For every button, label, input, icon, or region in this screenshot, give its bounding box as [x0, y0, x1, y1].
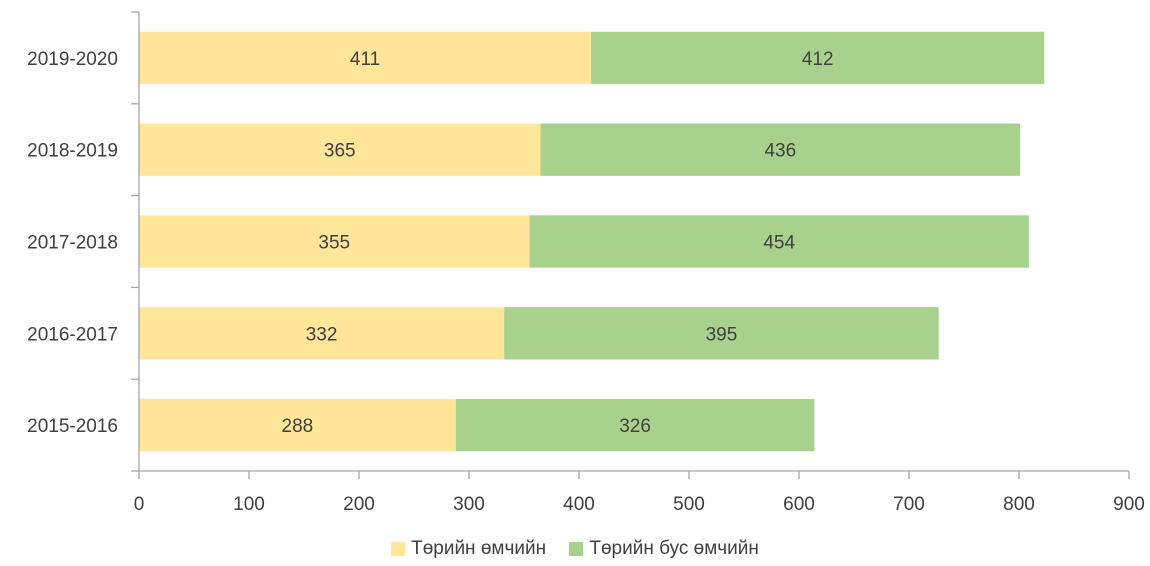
legend-swatch-private — [569, 542, 584, 556]
x-tick-label-800: 800 — [1003, 494, 1035, 515]
x-tick-label-100: 100 — [233, 494, 265, 515]
data-label-private-2017-2018: 454 — [763, 233, 795, 254]
x-tick-label-400: 400 — [563, 494, 595, 515]
bar-state-2018-2019 — [139, 123, 541, 176]
x-tick-label-900: 900 — [1113, 494, 1145, 515]
y-tick-label-2017-2018: 2017-2018 — [27, 233, 118, 254]
y-tick-label-2018-2019: 2018-2019 — [27, 141, 118, 162]
data-label-state-2017-2018: 355 — [318, 233, 350, 254]
bar-private-2016-2017 — [504, 307, 939, 360]
x-tick-label-700: 700 — [893, 494, 925, 515]
data-label-private-2018-2019: 436 — [764, 141, 796, 162]
x-tick-label-600: 600 — [783, 494, 815, 515]
legend-item-state: Төрийн өмчийн — [391, 538, 546, 560]
x-tick-label-200: 200 — [343, 494, 375, 515]
legend: Төрийн өмчийн Төрийн бус өмчийн — [0, 538, 1150, 562]
legend-label-private: Төрийн бус өмчийн — [589, 538, 759, 559]
y-tick-label-2016-2017: 2016-2017 — [27, 324, 118, 345]
bar-private-2018-2019 — [540, 123, 1021, 176]
data-label-private-2015-2016: 326 — [619, 416, 651, 437]
y-tick-label-2015-2016: 2015-2016 — [27, 416, 118, 437]
bar-state-2015-2016 — [139, 398, 456, 452]
data-label-state-2019-2020: 411 — [350, 49, 380, 70]
legend-swatch-state — [391, 542, 406, 556]
data-label-state-2016-2017: 332 — [306, 324, 338, 345]
chart-plot: 288 326 2015-2016 332 395 2016-2017 355 454 2017… — [27, 11, 1145, 515]
x-tick-label-0: 0 — [134, 494, 145, 515]
y-tick-label-2019-2020: 2019-2020 — [27, 49, 118, 70]
x-tick-label-500: 500 — [673, 494, 705, 515]
data-label-private-2019-2020: 412 — [802, 49, 834, 70]
bar-state-2017-2018 — [139, 215, 530, 268]
data-label-state-2018-2019: 365 — [324, 141, 356, 162]
legend-item-private: Төрийн бус өмчийн — [569, 538, 759, 560]
bar-state-2019-2020 — [139, 31, 592, 85]
x-tick-label-300: 300 — [453, 494, 485, 515]
data-label-state-2015-2016: 288 — [282, 416, 314, 437]
bar-private-2015-2016 — [455, 398, 815, 452]
bar-state-2016-2017 — [139, 307, 505, 360]
bar-private-2017-2018 — [529, 215, 1029, 268]
data-label-private-2016-2017: 395 — [706, 324, 738, 345]
legend-label-state: Төрийн өмчийн — [411, 538, 547, 559]
bar-private-2019-2020 — [591, 31, 1045, 85]
